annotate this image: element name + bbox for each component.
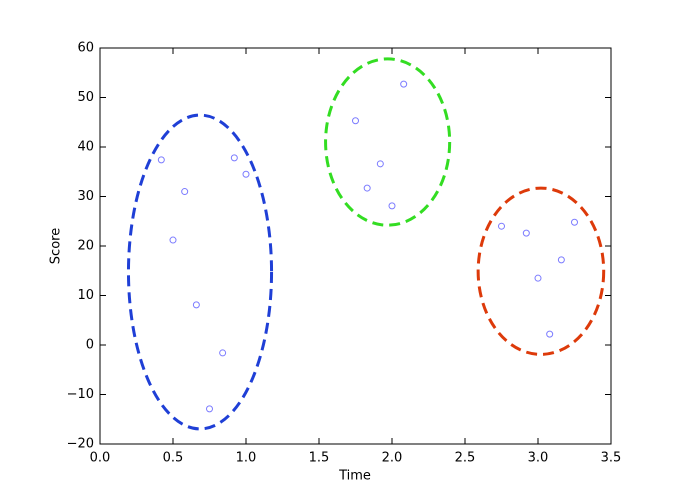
point bbox=[546, 330, 554, 338]
x-tick-label: 3.0 bbox=[528, 451, 549, 466]
y-axis-label: Score bbox=[49, 228, 64, 264]
x-tick-label: 1.0 bbox=[236, 451, 257, 466]
y-tick-label: 10 bbox=[77, 288, 94, 303]
point bbox=[498, 222, 505, 230]
y-tick-label: 20 bbox=[77, 239, 94, 254]
x-axis-label: Time bbox=[338, 469, 371, 484]
y-tick-label: 40 bbox=[77, 140, 94, 155]
point bbox=[169, 236, 177, 244]
point bbox=[534, 274, 542, 282]
point bbox=[571, 218, 578, 226]
x-tick-label: 3.5 bbox=[601, 451, 622, 466]
point bbox=[230, 154, 238, 162]
y-tick-label: 30 bbox=[77, 189, 94, 204]
cluster-ellipse bbox=[476, 186, 606, 356]
point bbox=[219, 349, 227, 357]
x-tick-label: 2.0 bbox=[382, 451, 403, 466]
y-tick-label: 60 bbox=[77, 41, 94, 56]
cluster-ellipse bbox=[126, 113, 274, 431]
y-tick-label: 0 bbox=[86, 338, 94, 353]
x-tick-label: 0.5 bbox=[163, 451, 184, 466]
point bbox=[181, 188, 189, 196]
cluster-ellipse bbox=[324, 57, 452, 227]
x-tick-label: 2.5 bbox=[455, 451, 476, 466]
y-tick-label: 50 bbox=[77, 90, 94, 105]
y-tick-label: −10 bbox=[67, 387, 94, 402]
point bbox=[206, 405, 213, 413]
plot-frame bbox=[99, 47, 612, 445]
point bbox=[157, 156, 165, 164]
point bbox=[388, 202, 396, 210]
y-tick-label: −20 bbox=[67, 437, 94, 452]
point bbox=[522, 229, 530, 237]
point bbox=[363, 184, 371, 192]
point bbox=[400, 80, 408, 88]
point bbox=[192, 301, 200, 309]
point bbox=[352, 117, 359, 125]
point bbox=[376, 160, 384, 168]
point bbox=[242, 170, 250, 178]
x-tick-label: 0.0 bbox=[90, 451, 111, 466]
x-tick-label: 1.5 bbox=[309, 451, 330, 466]
point bbox=[557, 256, 565, 264]
